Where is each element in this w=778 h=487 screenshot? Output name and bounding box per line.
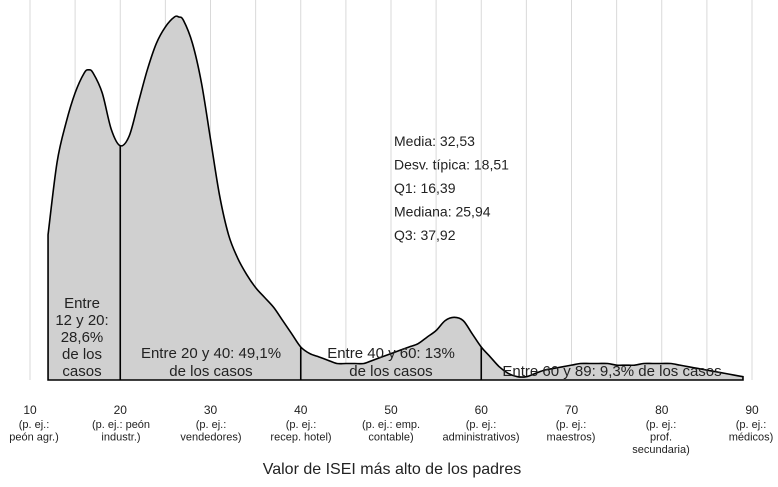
x-tick-sublabel: secundaria) [632,444,689,456]
density-curve [47,15,744,381]
segment-label: de los casos [349,363,432,380]
x-tick-sublabel: (p. ej.: [646,419,677,431]
x-tick-label: 30 [204,403,218,417]
segment-label: Entre 40 y 60: 13% [327,345,455,362]
x-tick-label: 20 [114,403,128,417]
x-axis-label: Valor de ISEI más alto de los padres [263,461,522,478]
stat-line: Q1: 16,39 [394,180,456,196]
x-tick-label: 80 [655,403,669,417]
x-tick-sublabel: (p. ej.: [556,419,587,431]
stat-line: Media: 32,53 [394,133,475,149]
x-tick-sublabel: maestros) [547,432,596,444]
segment-dividers [119,145,483,380]
x-tick-sublabel: (p. ej.: [286,419,317,431]
segment-label: Entre 60 y 89: 9,3% de los casos [502,363,721,380]
x-tick-sublabel: médicos) [729,432,774,444]
x-tick-label: 70 [565,403,579,417]
x-tick-sublabel: contable) [368,432,413,444]
segment-label: 12 y 20: [55,312,108,329]
summary-stats: Media: 32,53 Desv. típica: 18,51 Q1: 16,39… [394,133,509,243]
x-tick-sublabel: prof. [650,432,672,444]
segment-label: Entre [64,295,100,312]
x-tick-sublabel: (p. ej.: [196,419,227,431]
x-tick-sublabel: (p. ej.: [466,419,497,431]
x-tick-sublabel: (p. ej.: [736,419,767,431]
x-tick-label: 90 [745,403,759,417]
x-tick-label: 40 [294,403,308,417]
x-tick-label: 10 [23,403,37,417]
x-tick-label: 50 [384,403,398,417]
x-tick-sublabel: administrativos) [442,432,519,444]
x-tick-sublabel: (p. ej.: emp. [362,419,420,431]
x-axis-ticks: 10(p. ej.:peón agr.)20(p. ej.: peónindus… [9,403,773,456]
x-tick-sublabel: (p. ej.: [19,419,50,431]
stat-line: Q3: 37,92 [394,227,456,243]
x-tick-sublabel: vendedores) [180,432,241,444]
x-tick-sublabel: recep. hotel) [270,432,331,444]
segment-label: Entre 20 y 40: 49,1% [141,345,281,362]
x-tick-sublabel: peón agr.) [9,432,59,444]
x-tick-label: 60 [475,403,489,417]
segment-label: de los casos [169,363,252,380]
stat-line: Desv. típica: 18,51 [394,157,509,173]
grid-lines [29,0,753,380]
segment-label: casos [62,363,101,380]
x-tick-sublabel: (p. ej.: peón [92,419,150,431]
x-tick-sublabel: industr.) [101,432,140,444]
stat-line: Mediana: 25,94 [394,204,491,220]
density-area [47,15,744,381]
segment-label: de los [62,346,102,363]
segment-label: 28,6% [61,329,104,346]
